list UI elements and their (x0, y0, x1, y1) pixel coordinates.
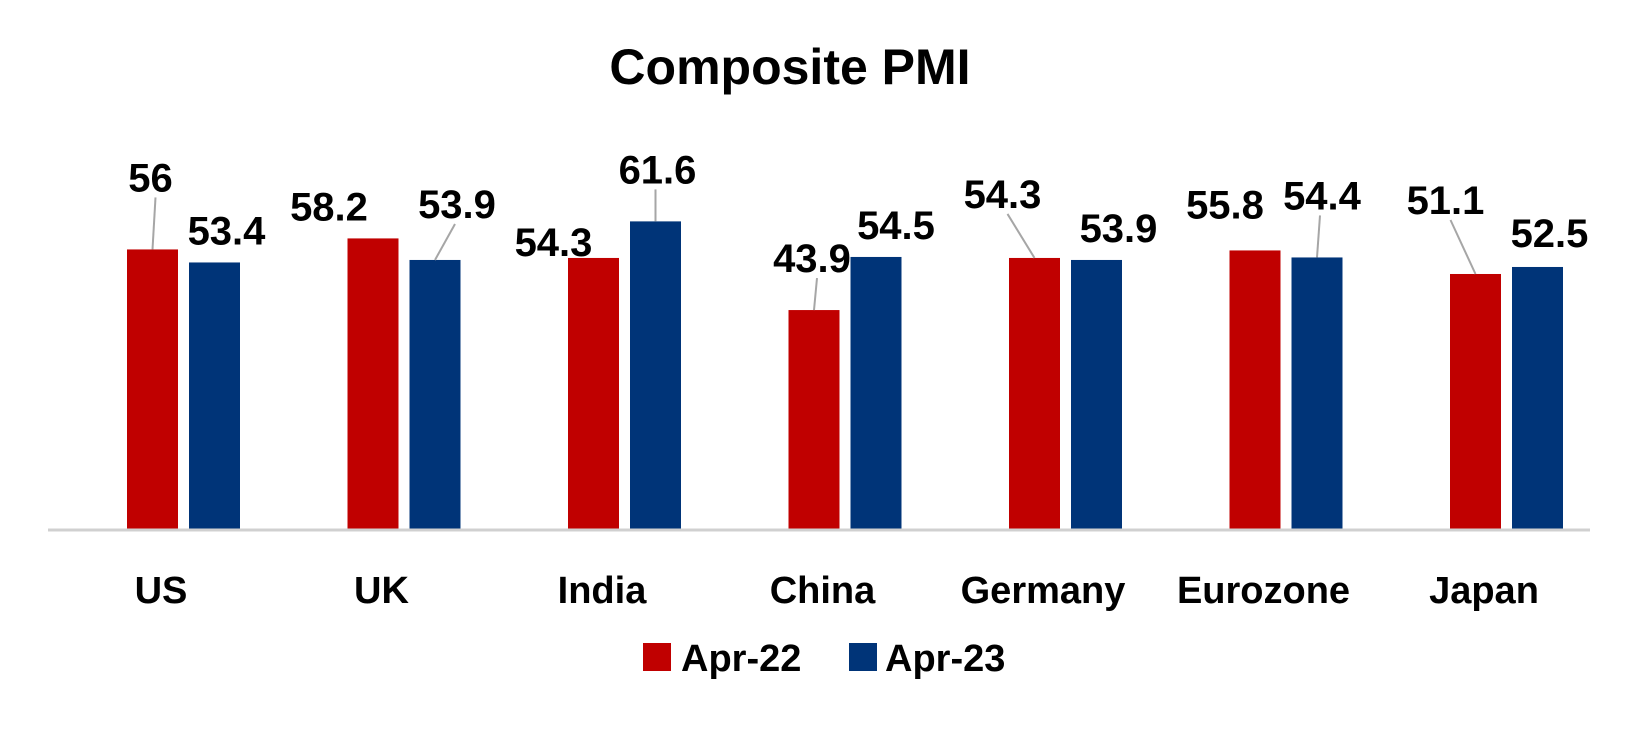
category-label-us: US (135, 570, 188, 612)
legend: Apr-22 Apr-23 (643, 638, 1005, 680)
bar-germany-apr-22 (1009, 257, 1060, 530)
data-label-germany-apr-22: 54.3 (964, 173, 1042, 217)
bars-layer (127, 221, 1563, 530)
bar-china-apr-23 (850, 256, 902, 530)
leader-line-eurozone-apr-23 (1316, 215, 1321, 258)
legend-swatch-apr-22 (643, 643, 671, 671)
bar-uk-apr-22 (347, 238, 399, 530)
bar-india-apr-22 (568, 257, 619, 530)
bar-eurozone-apr-22 (1229, 250, 1281, 530)
category-label-eurozone: Eurozone (1177, 570, 1350, 612)
data-label-india-apr-22: 54.3 (515, 221, 593, 265)
bar-japan-apr-22 (1450, 273, 1501, 530)
data-label-china-apr-22: 43.9 (773, 237, 851, 281)
bar-germany-apr-23 (1071, 259, 1122, 530)
data-label-japan-apr-23: 52.5 (1511, 212, 1589, 256)
chart-title: Composite PMI (609, 39, 970, 95)
category-label-china: China (770, 570, 876, 612)
leader-line-us-apr-22 (151, 197, 157, 250)
bar-china-apr-22 (788, 310, 840, 530)
bar-uk-apr-23 (409, 259, 461, 530)
bar-us-apr-22 (127, 249, 178, 530)
category-label-uk: UK (354, 570, 409, 612)
bar-india-apr-23 (630, 221, 681, 530)
leader-line-uk-apr-23 (434, 223, 456, 261)
leader-lines-layer (151, 189, 1477, 311)
legend-label-apr-22: Apr-22 (681, 638, 801, 680)
data-label-germany-apr-23: 53.9 (1080, 207, 1158, 251)
bar-eurozone-apr-23 (1291, 257, 1343, 530)
category-label-germany: Germany (961, 570, 1126, 612)
leader-line-japan-apr-22 (1449, 219, 1477, 275)
data-label-us-apr-22: 56 (128, 156, 173, 200)
legend-label-apr-23: Apr-23 (885, 638, 1005, 680)
category-label-india: India (558, 570, 648, 612)
data-label-china-apr-23: 54.5 (857, 204, 935, 248)
data-label-japan-apr-22: 51.1 (1407, 179, 1485, 223)
category-labels: US UK India China Germany Eurozone Japan (135, 570, 1539, 612)
data-label-eurozone-apr-23: 54.4 (1283, 174, 1362, 218)
leader-line-germany-apr-22 (1006, 213, 1036, 259)
bar-us-apr-23 (189, 262, 240, 530)
data-label-us-apr-23: 53.4 (188, 209, 267, 253)
data-label-uk-apr-22: 58.2 (290, 185, 368, 229)
data-label-eurozone-apr-22: 55.8 (1186, 183, 1264, 227)
category-label-japan: Japan (1429, 570, 1539, 612)
leader-line-china-apr-22 (813, 277, 818, 311)
legend-swatch-apr-23 (849, 643, 877, 671)
bar-japan-apr-23 (1512, 266, 1563, 530)
data-label-india-apr-23: 61.6 (619, 148, 697, 192)
data-labels: 56 53.4 58.2 53.9 54.3 61.6 43.954.5 54.3 53.9 55… (128, 148, 1588, 281)
data-label-uk-apr-23: 53.9 (418, 183, 496, 227)
